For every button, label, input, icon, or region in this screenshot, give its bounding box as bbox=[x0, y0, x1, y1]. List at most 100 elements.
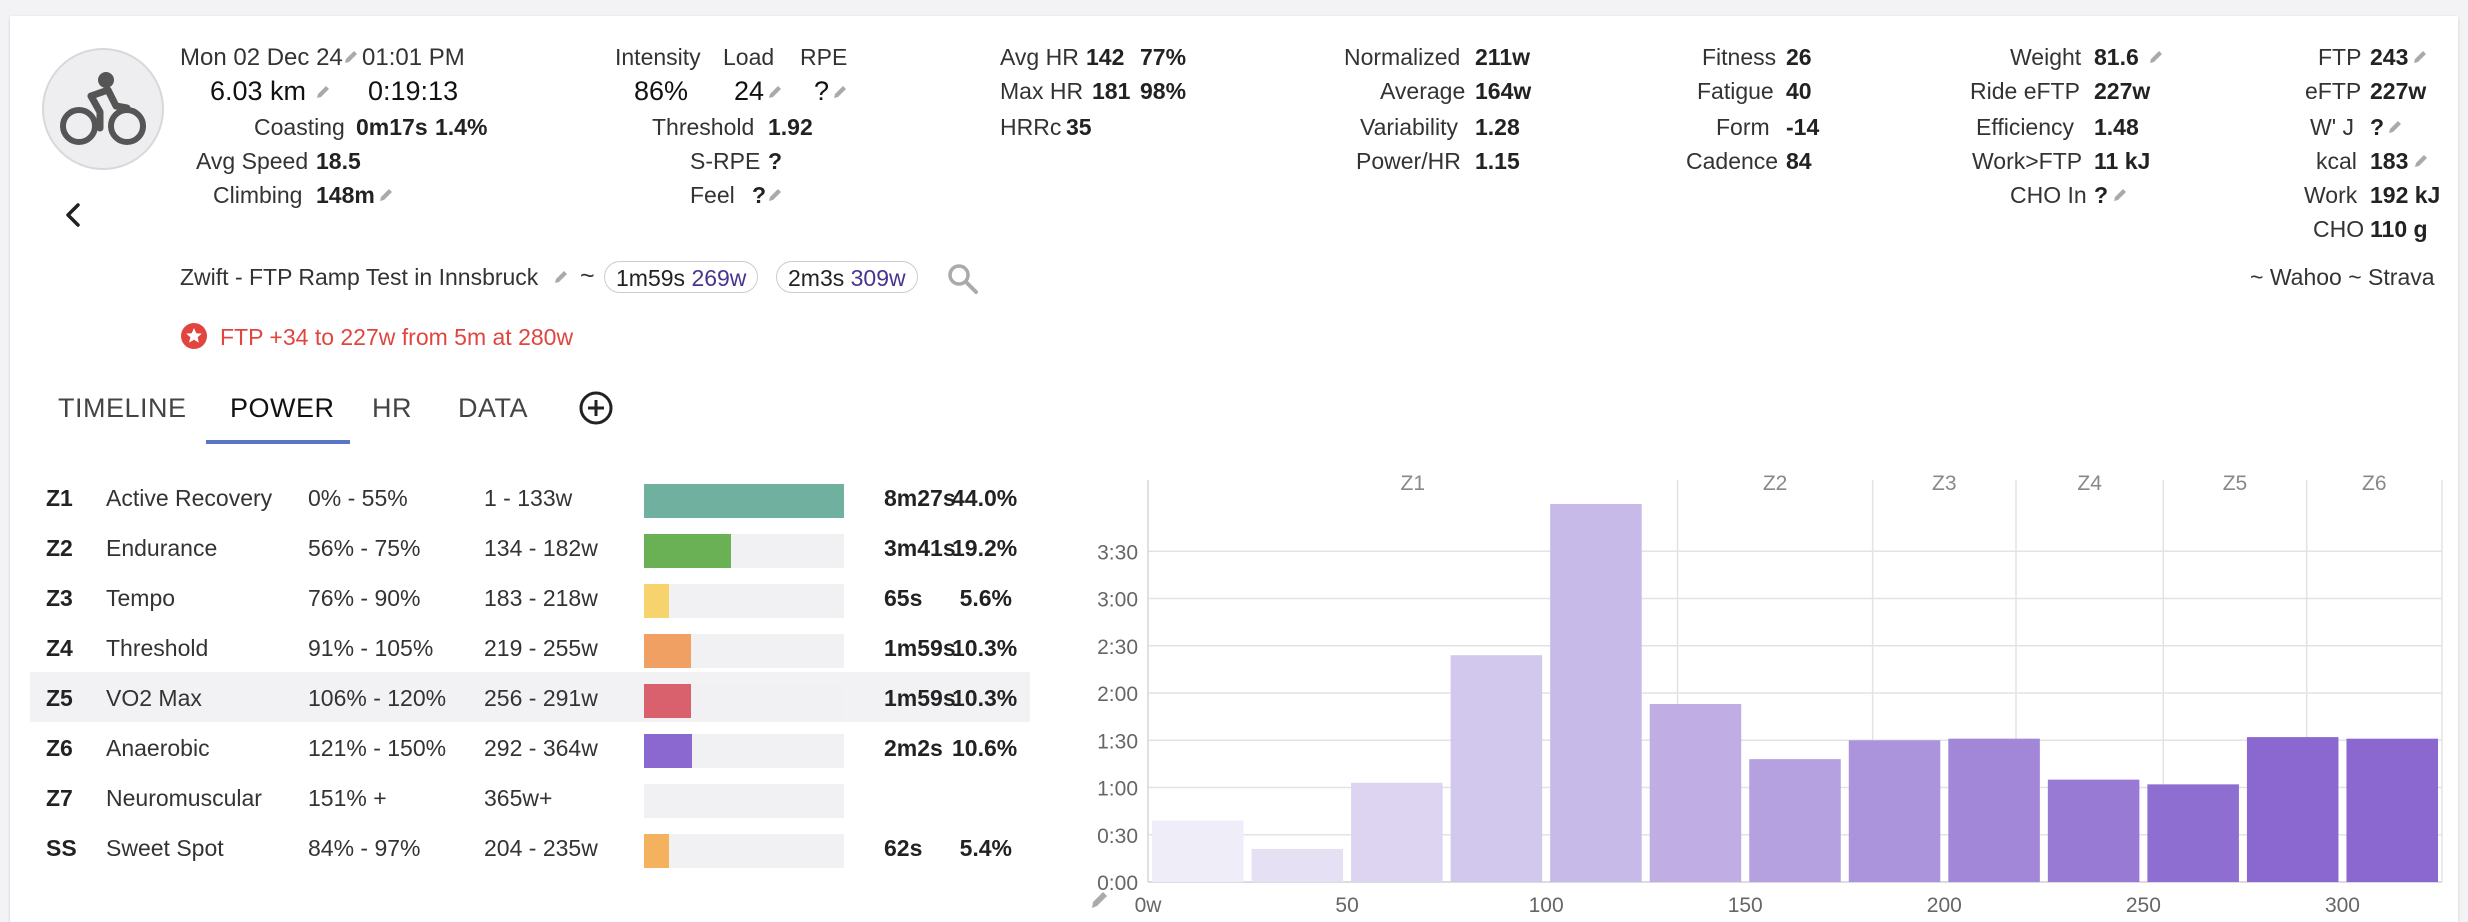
coasting-pct: 1.4% bbox=[435, 114, 488, 140]
zone-time-bar bbox=[644, 734, 844, 768]
histogram-bar bbox=[1251, 848, 1344, 882]
zone-id: Z2 bbox=[46, 535, 73, 561]
peak-power-pill[interactable]: 2m3s 309w bbox=[776, 261, 918, 293]
x-tick-label: 50 bbox=[1335, 894, 1358, 917]
peak-watts: 309w bbox=[850, 265, 906, 291]
back-chevron-icon[interactable] bbox=[62, 202, 86, 228]
intensity-value: 86% bbox=[634, 76, 689, 106]
x-tick-label: 250 bbox=[2126, 894, 2161, 917]
x-tick-label: 150 bbox=[1728, 894, 1763, 917]
cho-value: 110 g bbox=[2370, 216, 2428, 242]
zone-row[interactable]: Z4 Threshold 91% - 105% 219 - 255w 1m59s… bbox=[30, 622, 1030, 672]
normalized-value: 211w bbox=[1475, 44, 1530, 70]
zone-row[interactable]: Z3 Tempo 76% - 90% 183 - 218w 65s 5.6% bbox=[30, 572, 1030, 622]
ride-eftp-label: Ride eFTP bbox=[1970, 78, 2080, 104]
avg-hr-value: 142 bbox=[1086, 44, 1125, 70]
histogram-bar bbox=[2346, 738, 2438, 882]
tab-hr[interactable]: HR bbox=[372, 393, 412, 423]
edit-pencil-icon[interactable] bbox=[343, 49, 359, 65]
y-tick-label: 1:00 bbox=[1097, 778, 1138, 801]
edit-pencil-icon[interactable] bbox=[315, 84, 331, 100]
threshold-value: 1.92 bbox=[768, 114, 813, 140]
zone-pct-range: 56% - 75% bbox=[308, 535, 421, 561]
zone-time-bar-fill bbox=[644, 484, 844, 518]
x-tick-label: 100 bbox=[1529, 894, 1564, 917]
zone-time-bar bbox=[644, 684, 844, 718]
zone-watt-range: 292 - 364w bbox=[484, 735, 598, 761]
add-tab-icon[interactable] bbox=[578, 390, 614, 426]
ftp-change-notice: FTP +34 to 227w from 5m at 280w bbox=[220, 324, 574, 350]
zone-row[interactable]: Z7 Neuromuscular 151% + 365w+ bbox=[30, 772, 1030, 822]
zone-pct-range: 76% - 90% bbox=[308, 585, 421, 611]
histogram-bar bbox=[2147, 784, 2239, 882]
tab-timeline[interactable]: TIMELINE bbox=[58, 393, 187, 423]
zone-id: SS bbox=[46, 835, 77, 861]
max-hr-pct: 98% bbox=[1140, 78, 1187, 104]
weight-label: Weight bbox=[2010, 44, 2082, 70]
y-tick-label: 0:00 bbox=[1097, 872, 1138, 895]
efficiency-label: Efficiency bbox=[1976, 114, 2075, 140]
edit-pencil-icon[interactable] bbox=[2112, 187, 2128, 203]
srpe-label: S-RPE bbox=[690, 148, 761, 174]
zone-row-highlighted[interactable]: Z5 VO2 Max 106% - 120% 256 - 291w 1m59s … bbox=[30, 672, 1030, 722]
zone-time-bar-fill bbox=[644, 834, 669, 868]
source-links[interactable]: ~ Wahoo ~ Strava bbox=[2250, 264, 2435, 290]
zone-watt-range: 219 - 255w bbox=[484, 635, 598, 661]
zone-share: 19.2% bbox=[952, 535, 1018, 561]
zone-time-bar bbox=[644, 784, 844, 818]
peak-time: 2m3s bbox=[788, 265, 845, 291]
zone-band-label: Z3 bbox=[1932, 472, 1957, 495]
zone-time: 1m59s bbox=[884, 635, 956, 661]
histogram-bar bbox=[1848, 740, 1941, 882]
zone-name: Endurance bbox=[106, 535, 218, 561]
edit-pencil-icon[interactable] bbox=[2412, 49, 2428, 65]
tab-power[interactable]: POWER bbox=[230, 393, 335, 423]
work-ftp-label: Work>FTP bbox=[1972, 148, 2083, 174]
max-hr-value: 181 bbox=[1092, 78, 1131, 104]
tab-data[interactable]: DATA bbox=[458, 393, 529, 423]
zone-band-label: Z2 bbox=[1763, 472, 1788, 495]
avg-hr-label: Avg HR bbox=[1000, 44, 1079, 70]
edit-pencil-icon[interactable] bbox=[767, 187, 783, 203]
fitness-value: 26 bbox=[1786, 44, 1812, 70]
load-label: Load bbox=[723, 44, 775, 70]
eftp-value: 227w bbox=[2370, 78, 2427, 104]
kcal-label: kcal bbox=[2316, 148, 2357, 174]
edit-pencil-icon[interactable] bbox=[767, 84, 783, 100]
ftp-label: FTP bbox=[2318, 44, 2362, 70]
edit-pencil-icon[interactable] bbox=[2387, 119, 2403, 135]
zone-name: VO2 Max bbox=[106, 685, 202, 711]
rpe-label: RPE bbox=[800, 44, 848, 70]
peak-power-pill[interactable]: 1m59s 269w bbox=[604, 261, 759, 293]
w-prime-label: W' J bbox=[2310, 114, 2354, 140]
activity-name[interactable]: Zwift - FTP Ramp Test in Innsbruck bbox=[180, 264, 539, 290]
zone-id: Z3 bbox=[46, 585, 73, 611]
search-icon[interactable] bbox=[946, 262, 980, 296]
zone-time: 2m2s bbox=[884, 735, 943, 761]
zone-time-bar bbox=[644, 834, 844, 868]
zone-time-bar-fill bbox=[644, 634, 691, 668]
srpe-value: ? bbox=[768, 148, 783, 174]
zone-row[interactable]: Z6 Anaerobic 121% - 150% 292 - 364w 2m2s… bbox=[30, 722, 1030, 772]
edit-pencil-icon[interactable] bbox=[2148, 49, 2164, 65]
cycling-icon bbox=[60, 72, 146, 145]
edit-pencil-icon[interactable] bbox=[2413, 153, 2429, 169]
zone-time: 62s bbox=[884, 835, 923, 861]
peak-time: 1m59s bbox=[616, 265, 686, 291]
zone-name: Tempo bbox=[106, 585, 176, 611]
edit-pencil-icon[interactable] bbox=[832, 84, 848, 100]
zone-share: 44.0% bbox=[952, 485, 1018, 511]
load-value: 24 bbox=[734, 76, 765, 106]
zone-row[interactable]: SS Sweet Spot 84% - 97% 204 - 235w 62s 5… bbox=[30, 822, 1030, 872]
duration-value: 0:19:13 bbox=[368, 76, 459, 106]
histogram-bar bbox=[1450, 655, 1543, 882]
zone-watt-range: 183 - 218w bbox=[484, 585, 598, 611]
edit-pencil-icon[interactable] bbox=[378, 187, 394, 203]
zone-row[interactable]: Z1 Active Recovery 0% - 55% 1 - 133w 8m2… bbox=[30, 472, 1030, 522]
edit-pencil-icon[interactable] bbox=[553, 269, 569, 285]
zone-row[interactable]: Z2 Endurance 56% - 75% 134 - 182w 3m41s … bbox=[30, 522, 1030, 572]
zone-name: Threshold bbox=[106, 635, 209, 661]
zone-pct-range: 91% - 105% bbox=[308, 635, 434, 661]
distance-value: 6.03 km bbox=[210, 76, 307, 106]
w-prime-value: ? bbox=[2370, 114, 2385, 140]
